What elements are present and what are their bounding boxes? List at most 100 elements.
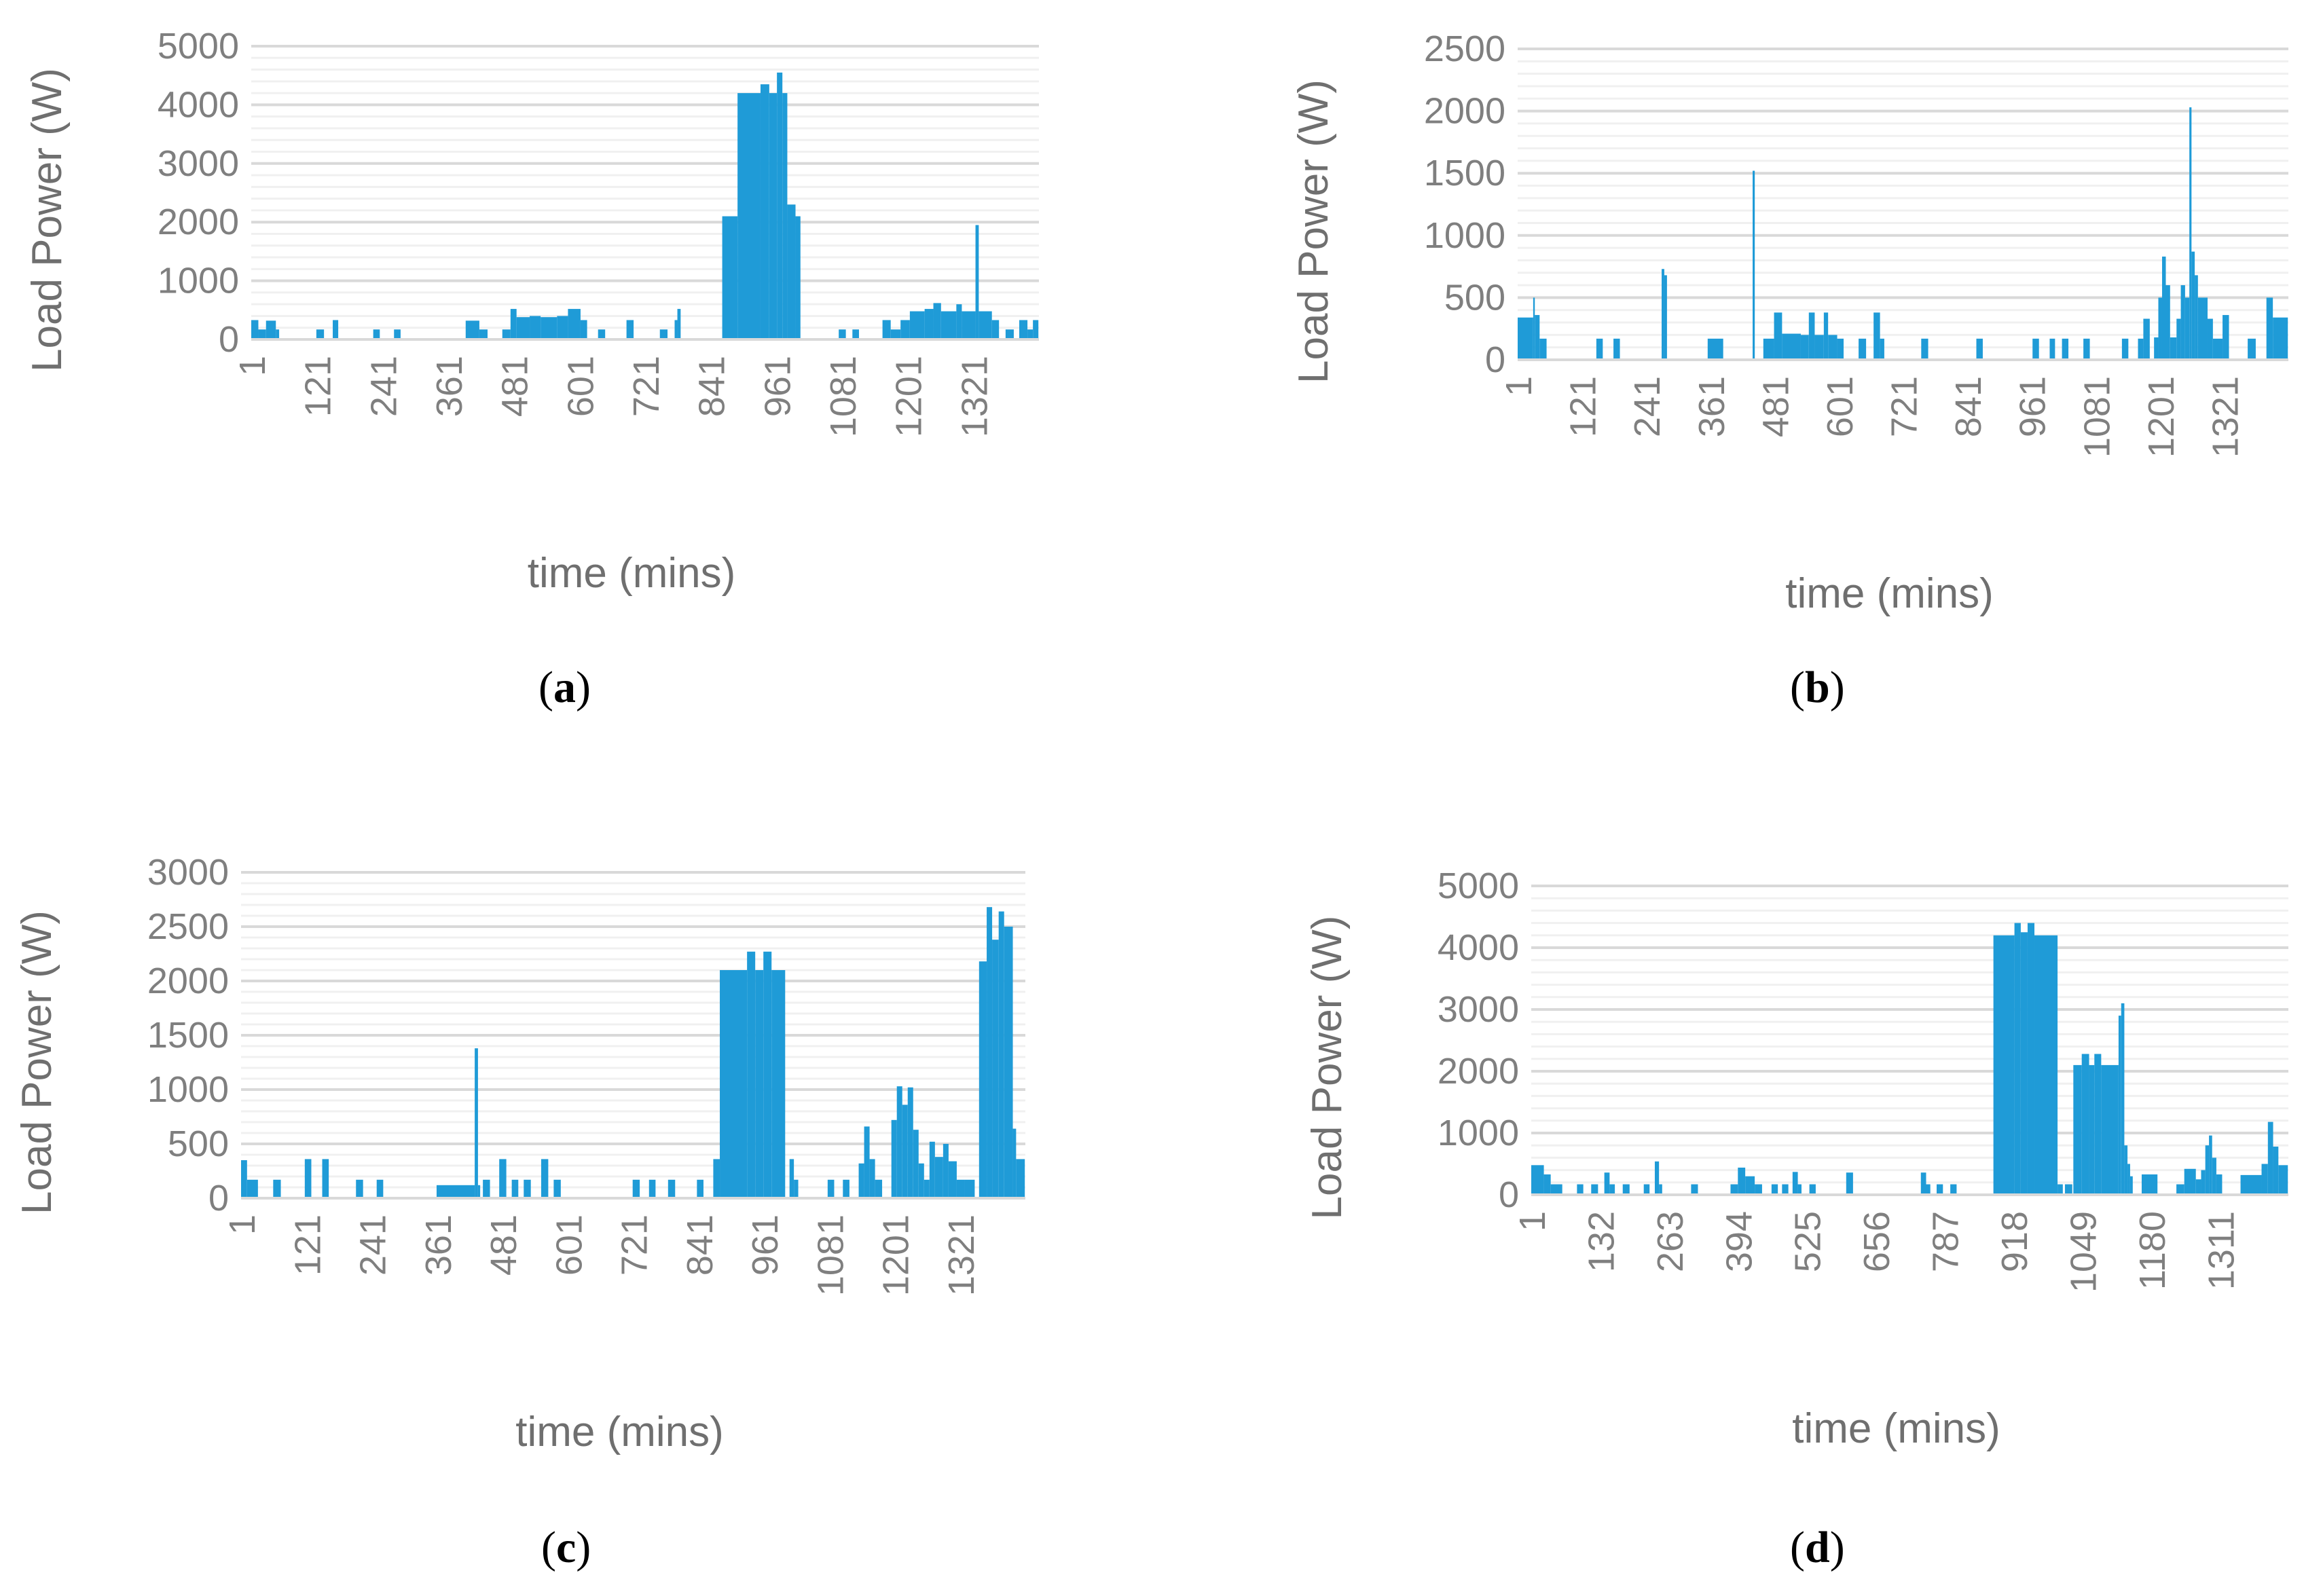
bar-b-26 — [2062, 338, 2069, 360]
bar-a-9 — [479, 329, 488, 339]
bar-d-54 — [2267, 1121, 2273, 1195]
bar-c-16 — [632, 1179, 640, 1198]
bar-a-31 — [839, 329, 846, 339]
bar-d-51 — [2216, 1174, 2223, 1195]
bar-d-12 — [1730, 1184, 1738, 1195]
bar-a-5 — [333, 320, 339, 339]
bar-d-25 — [1950, 1184, 1957, 1195]
bar-c-18 — [668, 1179, 676, 1198]
bar-a-28 — [782, 93, 788, 339]
bar-b-1 — [1533, 297, 1535, 360]
bar-b-20 — [1873, 312, 1880, 360]
x-tick-label: 525 — [1788, 1211, 1829, 1272]
bar-c-21 — [720, 970, 748, 1198]
bar-a-4 — [316, 329, 325, 339]
x-tick-label: 841 — [692, 356, 733, 417]
x-tick-label: 961 — [745, 1214, 786, 1276]
bar-c-15 — [553, 1179, 561, 1198]
bar-b-45 — [2223, 315, 2229, 360]
y-tick-label: 0 — [219, 319, 239, 360]
bar-c-24 — [763, 951, 772, 1198]
y-tick-label: 2000 — [1438, 1051, 1519, 1092]
bar-d-44 — [2176, 1184, 2184, 1195]
bar-a-37 — [924, 309, 934, 339]
bar-c-35 — [896, 1086, 902, 1198]
bar-d-11 — [1691, 1184, 1698, 1195]
bar-b-4 — [1596, 338, 1603, 360]
x-tick-label: 481 — [495, 356, 536, 417]
bar-d-18 — [1792, 1172, 1798, 1195]
bar-d-39 — [2121, 1003, 2125, 1195]
bar-b-36 — [2176, 318, 2181, 360]
bar-a-7 — [394, 329, 401, 339]
y-axis-title: Load Power (W) — [24, 68, 71, 372]
bar-b-10 — [1763, 338, 1774, 360]
bar-c-8 — [475, 1048, 478, 1198]
bar-a-17 — [580, 320, 587, 339]
bar-a-0 — [251, 320, 259, 339]
y-axis-title: Load Power (W) — [1304, 916, 1351, 1220]
bar-c-22 — [747, 951, 756, 1198]
x-tick-label: 1081 — [2077, 376, 2117, 458]
y-tick-label: 1000 — [158, 261, 239, 301]
bar-a-44 — [991, 320, 1000, 339]
bar-d-22 — [1920, 1172, 1926, 1195]
bar-d-55 — [2273, 1147, 2279, 1195]
bar-a-19 — [626, 320, 634, 339]
bar-b-33 — [2161, 256, 2166, 360]
bar-b-25 — [2049, 338, 2055, 360]
bar-b-21 — [1880, 338, 1884, 360]
bar-d-6 — [1609, 1184, 1615, 1195]
bar-d-53 — [2261, 1164, 2268, 1195]
bar-d-30 — [2034, 935, 2058, 1195]
y-tick-label: 1000 — [147, 1069, 229, 1110]
bar-b-2 — [1535, 315, 1540, 360]
x-tick-label: 721 — [626, 356, 667, 417]
bar-d-4 — [1591, 1184, 1598, 1195]
bar-d-45 — [2184, 1168, 2196, 1195]
x-tick-label: 841 — [680, 1214, 720, 1276]
bar-c-36 — [902, 1105, 908, 1198]
bar-b-12 — [1782, 333, 1801, 360]
bar-c-5 — [356, 1179, 363, 1198]
bar-b-17 — [1828, 335, 1837, 360]
bar-a-15 — [557, 316, 568, 339]
bar-a-18 — [598, 329, 606, 339]
x-tick-label: 1311 — [2201, 1211, 2242, 1290]
x-tick-label: 1321 — [2205, 376, 2246, 458]
bar-d-8 — [1643, 1184, 1650, 1195]
bar-c-40 — [924, 1179, 930, 1198]
bar-b-13 — [1800, 335, 1809, 360]
x-tick-label: 656 — [1857, 1211, 1897, 1272]
bar-c-51 — [1004, 927, 1013, 1198]
bar-c-41 — [929, 1141, 935, 1198]
bar-a-36 — [909, 311, 925, 339]
x-tick-label: 1081 — [810, 1214, 851, 1296]
bar-d-32 — [2064, 1184, 2072, 1195]
bar-a-2 — [266, 320, 276, 339]
bar-c-0 — [241, 1160, 247, 1198]
x-axis-title: time (mins) — [1785, 570, 1994, 617]
bar-c-43 — [943, 1144, 949, 1198]
bar-d-50 — [2212, 1157, 2216, 1195]
bar-d-49 — [2209, 1135, 2212, 1195]
bar-b-18 — [1837, 338, 1844, 360]
bar-d-29 — [2027, 923, 2035, 1195]
bar-c-10 — [483, 1179, 490, 1198]
bar-d-48 — [2205, 1145, 2210, 1195]
bar-b-43 — [2207, 318, 2213, 360]
bar-a-30 — [795, 216, 801, 339]
y-tick-label: 2000 — [1424, 91, 1505, 132]
y-tick-label: 2000 — [147, 961, 229, 1001]
bar-b-16 — [1823, 312, 1829, 360]
bar-b-39 — [2189, 107, 2192, 360]
bar-a-13 — [530, 316, 541, 339]
bar-c-30 — [858, 1163, 864, 1198]
x-tick-label: 918 — [1994, 1211, 2035, 1272]
bar-d-34 — [2081, 1054, 2089, 1195]
bar-a-1 — [258, 329, 266, 339]
y-tick-label: 5000 — [1438, 866, 1519, 906]
bar-c-33 — [875, 1179, 883, 1198]
